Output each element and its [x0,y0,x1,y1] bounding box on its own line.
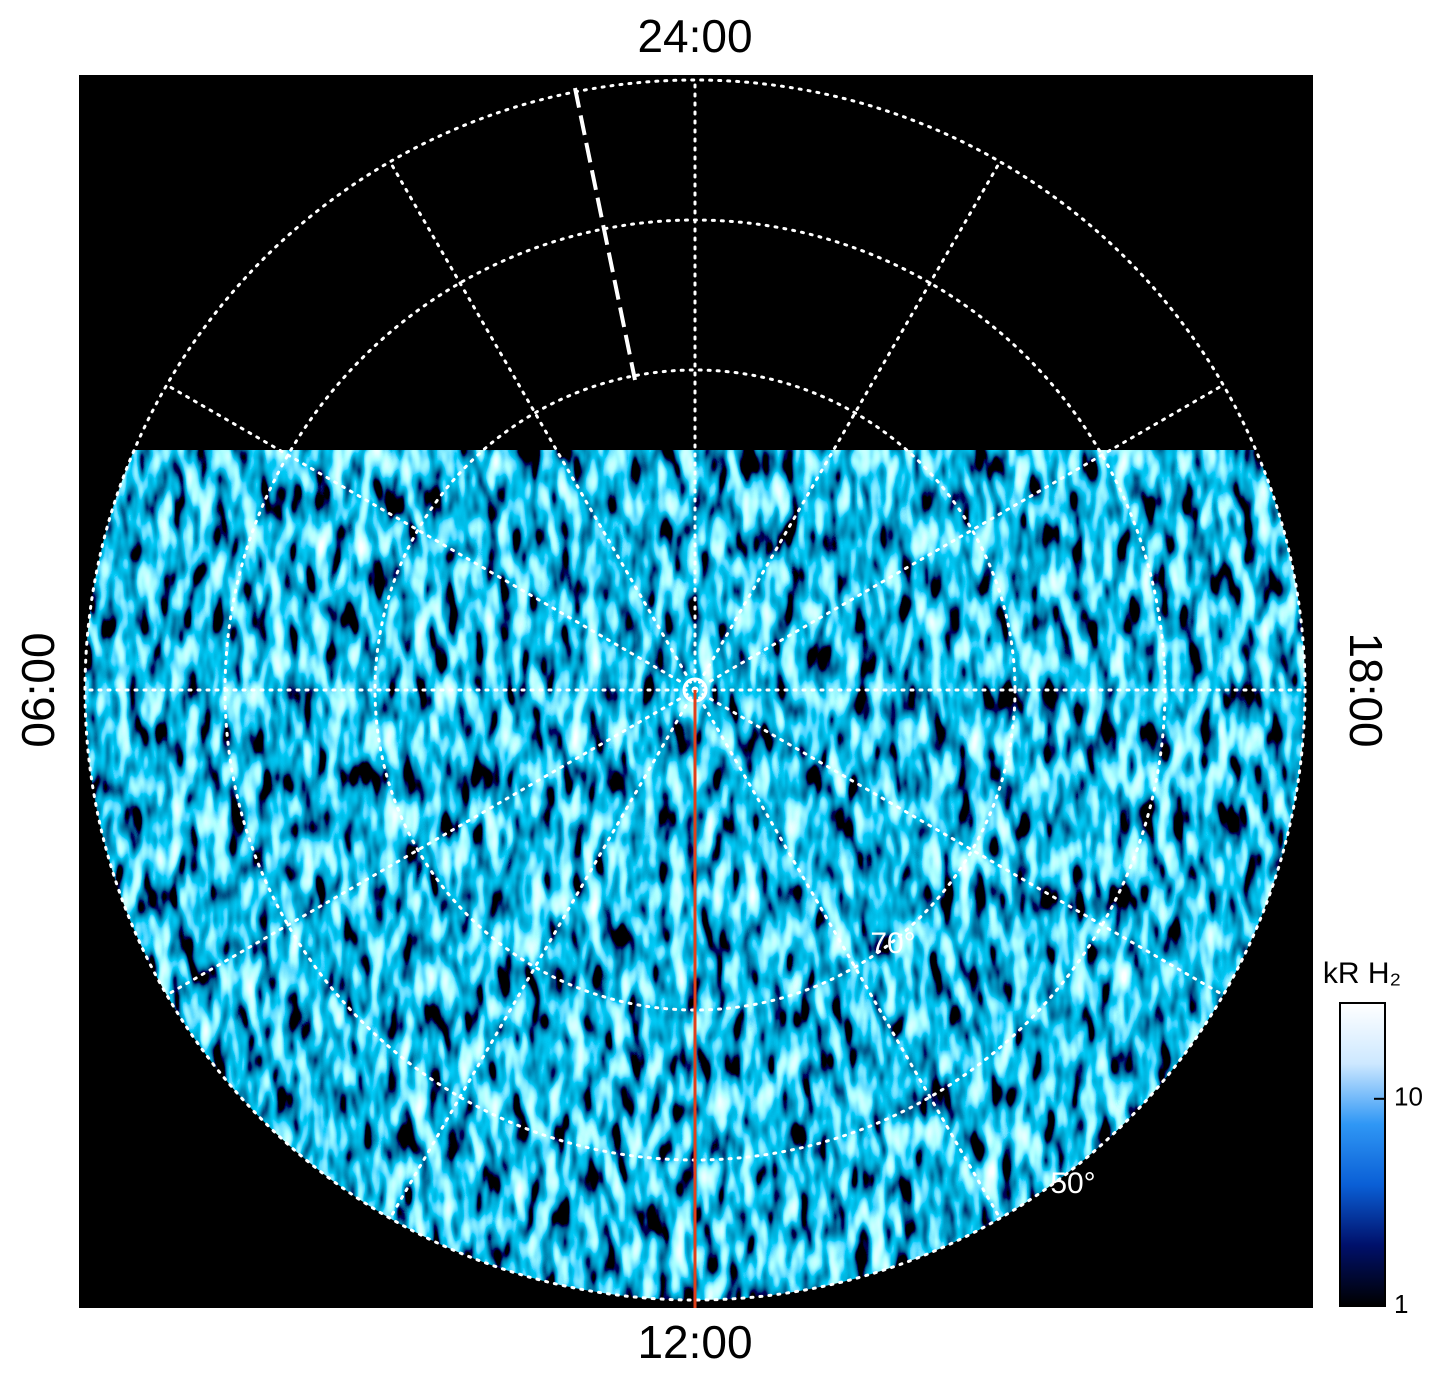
colorbar-tick-label: 1 [1394,1289,1408,1319]
colorbar [1339,1002,1386,1307]
meridian [388,688,697,1220]
meridian [165,383,697,692]
meridian [165,688,697,997]
meridian [693,160,1002,692]
colorbar-tick-label: 10 [1394,1082,1423,1112]
hour-label: 06:00 [12,632,64,747]
hour-label: 24:00 [637,10,752,62]
latitude-label: 70° [870,927,915,960]
meridian [693,383,1225,692]
hour-label: 18:00 [1340,632,1392,747]
meridian [693,688,1002,1220]
colorbar-title: kR H₂ [1323,957,1401,990]
meridian [693,688,1225,997]
latitude-label: 50° [1050,1167,1095,1200]
polar-grid [83,78,1307,1308]
hour-label: 12:00 [637,1316,752,1368]
meridian [388,160,697,692]
